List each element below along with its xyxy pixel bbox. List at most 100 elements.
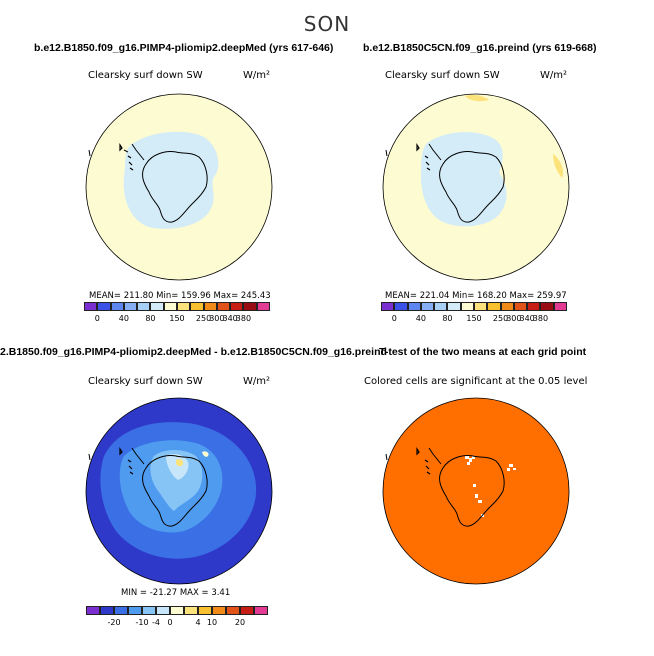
panel4-south-america-tip xyxy=(385,453,388,461)
colorbar-tick-label: 80 xyxy=(442,314,453,323)
panel4-peninsula-coastline xyxy=(416,447,431,475)
colorbar-swatch xyxy=(243,302,257,311)
colorbar-swatch xyxy=(473,302,488,311)
colorbar-swatch xyxy=(513,302,528,311)
colorbar-swatch xyxy=(142,606,156,615)
colorbar-swatch xyxy=(447,302,461,311)
colorbar-swatch xyxy=(170,606,184,615)
panel1-peninsula-coastline xyxy=(119,143,134,171)
panel4-antarctica-coastline xyxy=(428,447,505,527)
colorbar-swatch xyxy=(527,302,541,311)
colorbar-tick-label: 380 xyxy=(532,314,549,323)
colorbar-swatch xyxy=(254,606,268,615)
panel2-high-sw-top xyxy=(465,95,489,102)
colorbar-swatch xyxy=(137,302,151,311)
panel1-colorbar-ticks: 0 40 80 150 250 300 340 380 xyxy=(84,314,270,324)
colorbar-tick-label: 4 xyxy=(195,618,201,627)
colorbar-tick-label: 0 xyxy=(94,314,100,323)
panel4-title: T-test of the two means at each grid poi… xyxy=(379,346,587,358)
colorbar-tick-label: 0 xyxy=(391,314,397,323)
panel4-significance-field xyxy=(382,397,570,585)
panel3-band-pale xyxy=(150,450,203,511)
panel2-south-america-tip xyxy=(385,149,388,157)
panel3-variable: Clearsky surf down SW xyxy=(88,376,203,387)
colorbar-swatch xyxy=(540,302,554,311)
colorbar-swatch xyxy=(110,302,124,311)
panel3-colorbar xyxy=(86,606,268,615)
colorbar-tick-label: -10 xyxy=(135,618,149,627)
colorbar-swatch xyxy=(86,606,100,615)
panel1-variable: Clearsky surf down SW xyxy=(88,70,203,81)
panel3-positive-spot xyxy=(176,459,184,467)
colorbar-tick-label: 250 xyxy=(195,314,212,323)
colorbar-swatch xyxy=(114,606,128,615)
colorbar-swatch xyxy=(176,302,191,311)
colorbar-swatch xyxy=(487,302,501,311)
colorbar-swatch xyxy=(123,302,138,311)
season-title: SON xyxy=(303,12,351,36)
colorbar-tick-label: 340 xyxy=(519,314,535,323)
colorbar-swatch xyxy=(150,302,164,311)
colorbar-tick-label: 250 xyxy=(492,314,509,323)
colorbar-swatch xyxy=(156,606,170,615)
panel2-antarctica-coastline xyxy=(428,143,505,223)
panel3-band-near-zero xyxy=(166,454,189,480)
panel4-polar-map xyxy=(382,397,570,585)
colorbar-swatch xyxy=(128,606,142,615)
colorbar-swatch xyxy=(434,302,448,311)
colorbar-swatch xyxy=(407,302,421,311)
colorbar-swatch xyxy=(212,606,226,615)
colorbar-swatch xyxy=(460,302,474,311)
panel2-polar-map xyxy=(382,93,570,281)
colorbar-swatch xyxy=(500,302,514,311)
panel1-units: W/m² xyxy=(243,70,271,81)
panel2-colorbar-ticks: 0 40 80 150 250 300 340 380 xyxy=(381,314,567,324)
colorbar-tick-label: 20 xyxy=(234,618,246,627)
panel2-units: W/m² xyxy=(540,70,568,81)
panel2-stats: MEAN= 221.04 Min= 168.20 Max= 259.97 xyxy=(385,291,567,301)
colorbar-swatch xyxy=(553,302,567,311)
panel3-polar-map xyxy=(85,397,273,585)
panel2-peninsula-coastline xyxy=(416,143,431,171)
panel1-south-america-tip xyxy=(88,149,91,157)
colorbar-swatch xyxy=(256,302,270,311)
panel3-colorbar-ticks: -20 -10 -4 0 4 10 20 xyxy=(86,618,268,628)
panel3-antarctica-coastline xyxy=(131,447,208,527)
panel1-stats: MEAN= 211.80 Min= 159.96 Max= 245.43 xyxy=(89,291,271,301)
panel2-colorbar xyxy=(381,302,567,311)
colorbar-tick-label: 300 xyxy=(209,314,225,323)
colorbar-tick-label: 80 xyxy=(145,314,156,323)
panel1-low-sw-region xyxy=(123,131,219,229)
colorbar-swatch xyxy=(190,302,204,311)
panel3-south-america-tip xyxy=(88,453,91,461)
panel2-high-sw-right xyxy=(553,154,563,178)
panel4-note: Colored cells are significant at the 0.0… xyxy=(364,376,588,387)
panel3-peninsula-coastline xyxy=(119,447,134,475)
colorbar-swatch xyxy=(97,302,111,311)
panel1-title: b.e12.B1850.f09_g16.PIMP4-pliomip2.deepM… xyxy=(34,42,334,54)
panel2-title: b.e12.B1850C5CN.f09_g16.preind (yrs 619-… xyxy=(363,42,597,54)
colorbar-swatch xyxy=(198,606,212,615)
colorbar-swatch xyxy=(163,302,177,311)
panel3-units: W/m² xyxy=(243,376,271,387)
colorbar-tick-label: -20 xyxy=(107,618,121,627)
colorbar-tick-label: 300 xyxy=(506,314,522,323)
colorbar-swatch xyxy=(226,606,240,615)
colorbar-tick-label: 340 xyxy=(222,314,238,323)
colorbar-tick-label: 150 xyxy=(466,314,482,323)
panel2-variable: Clearsky surf down SW xyxy=(385,70,500,81)
colorbar-swatch xyxy=(394,302,408,311)
colorbar-tick-label: 150 xyxy=(169,314,185,323)
colorbar-swatch xyxy=(184,606,198,615)
panel3-small-positive-spot xyxy=(202,451,209,457)
panel3-stats: MIN = -21.27 MAX = 3.41 xyxy=(121,588,231,598)
colorbar-swatch xyxy=(216,302,231,311)
colorbar-swatch xyxy=(100,606,114,615)
colorbar-swatch xyxy=(420,302,435,311)
panel3-title: 2.B1850.f09_g16.PIMP4-pliomip2.deepMed -… xyxy=(0,346,387,358)
colorbar-tick-label: 10 xyxy=(206,618,218,627)
colorbar-swatch xyxy=(203,302,217,311)
panel1-antarctica-coastline xyxy=(123,143,208,223)
panel1-colorbar xyxy=(84,302,270,311)
colorbar-swatch xyxy=(230,302,244,311)
